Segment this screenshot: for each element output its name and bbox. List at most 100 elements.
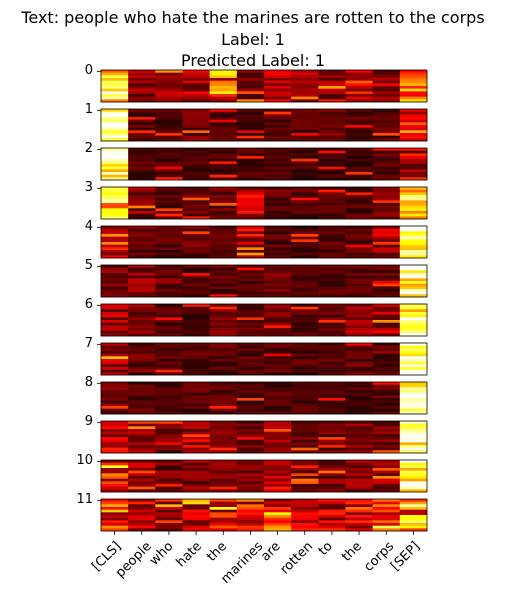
heatmap-cell — [209, 200, 238, 204]
heatmap-cell — [345, 520, 373, 524]
heatmap-cell — [182, 367, 210, 370]
heatmap-cell — [182, 286, 210, 290]
heatmap-cell — [318, 278, 346, 282]
heatmap-cell — [372, 150, 401, 154]
heatmap-cell — [372, 481, 401, 485]
heatmap-cell — [264, 135, 292, 139]
heatmap-cell — [101, 172, 129, 175]
heatmap-cell — [101, 109, 129, 112]
heatmap-cell — [236, 156, 265, 159]
heatmap-cell — [372, 177, 401, 181]
heatmap-cell — [236, 372, 265, 376]
heatmap-cell — [155, 164, 183, 167]
heatmap-cell — [372, 192, 401, 196]
heatmap-cell — [209, 353, 238, 357]
heatmap-cell — [399, 481, 428, 485]
heatmap-cell — [372, 520, 401, 524]
heatmap-cell — [182, 242, 210, 245]
heatmap-cell — [236, 406, 265, 409]
heatmap-cell — [264, 351, 292, 354]
heatmap-cell — [345, 387, 373, 391]
heatmap-cell — [236, 228, 265, 232]
heatmap-cell — [155, 88, 183, 92]
heatmap-cell — [155, 166, 183, 170]
heatmap-cell — [372, 398, 401, 401]
heatmap-cell — [345, 403, 373, 407]
heatmap-cell — [399, 270, 428, 274]
heatmap-cell — [128, 286, 156, 290]
heatmap-cell — [209, 174, 238, 178]
heatmap-cell — [318, 473, 346, 477]
heatmap-cell — [291, 468, 319, 471]
y-tick-label: 7 — [84, 336, 93, 352]
heatmap-cell — [399, 486, 428, 490]
heatmap-cell — [291, 164, 319, 167]
heatmap-cell — [209, 450, 238, 454]
heatmap-cell — [372, 286, 401, 290]
heatmap-cell — [318, 236, 346, 240]
heatmap-cell — [155, 234, 183, 237]
heatmap-cell — [345, 169, 373, 173]
heatmap-cell — [128, 345, 156, 349]
heatmap-cell — [345, 450, 373, 454]
heatmap-cell — [372, 517, 401, 521]
heatmap-cell — [155, 72, 183, 76]
heatmap-cell — [399, 392, 428, 396]
heatmap-cell — [182, 398, 210, 401]
heatmap-cell — [101, 442, 129, 446]
heatmap-cell — [155, 392, 183, 396]
heatmap-cell — [372, 208, 401, 212]
heatmap-cell — [399, 523, 428, 526]
heatmap-cell — [264, 507, 292, 510]
heatmap-cell — [182, 166, 210, 170]
heatmap-cell — [101, 382, 129, 385]
heatmap-cell — [209, 135, 238, 139]
heatmap-cell — [291, 234, 319, 237]
heatmap-cell — [128, 70, 156, 73]
heatmap-cell — [318, 390, 346, 393]
heatmap-cell — [345, 359, 373, 362]
heatmap-cell — [155, 114, 183, 118]
heatmap-cell — [236, 390, 265, 393]
heatmap-cell — [318, 197, 346, 201]
heatmap-cell — [345, 197, 373, 201]
heatmap-cell — [155, 423, 183, 427]
heatmap-cell — [182, 86, 210, 89]
heatmap-cell — [291, 372, 319, 376]
heatmap-cell — [182, 390, 210, 393]
heatmap-cell — [155, 322, 183, 326]
heatmap-cell — [128, 265, 156, 268]
heatmap-cell — [182, 317, 210, 321]
heatmap-cell — [399, 86, 428, 89]
heatmap-cell — [345, 442, 373, 446]
heatmap-cell — [236, 70, 265, 73]
heatmap-cell — [345, 86, 373, 89]
heatmap-cell — [318, 372, 346, 376]
heatmap-cell — [318, 517, 346, 521]
heatmap-cell — [236, 252, 265, 256]
heatmap-cell — [182, 187, 210, 190]
heatmap-cell — [264, 312, 292, 315]
heatmap-cell — [264, 164, 292, 167]
heatmap-cell — [209, 325, 238, 329]
heatmap-cell — [182, 72, 210, 76]
heatmap-cell — [345, 304, 373, 307]
heatmap-cell — [101, 70, 129, 73]
heatmap-cell — [345, 226, 373, 229]
heatmap-cell — [318, 369, 346, 373]
heatmap-cell — [345, 216, 373, 220]
heatmap-cell — [209, 317, 238, 321]
heatmap-cell — [264, 512, 292, 516]
heatmap-cell — [236, 442, 265, 446]
heatmap-cell — [318, 231, 346, 235]
heatmap-cell — [345, 437, 373, 440]
heatmap-cell — [155, 135, 183, 139]
heatmap-cell — [155, 359, 183, 362]
heatmap-cell — [372, 359, 401, 362]
heatmap-cell — [318, 411, 346, 415]
heatmap-cell — [372, 117, 401, 120]
heatmap-cell — [264, 96, 292, 100]
heatmap-cell — [291, 161, 319, 165]
heatmap-cell — [399, 234, 428, 237]
heatmap-cell — [264, 445, 292, 448]
